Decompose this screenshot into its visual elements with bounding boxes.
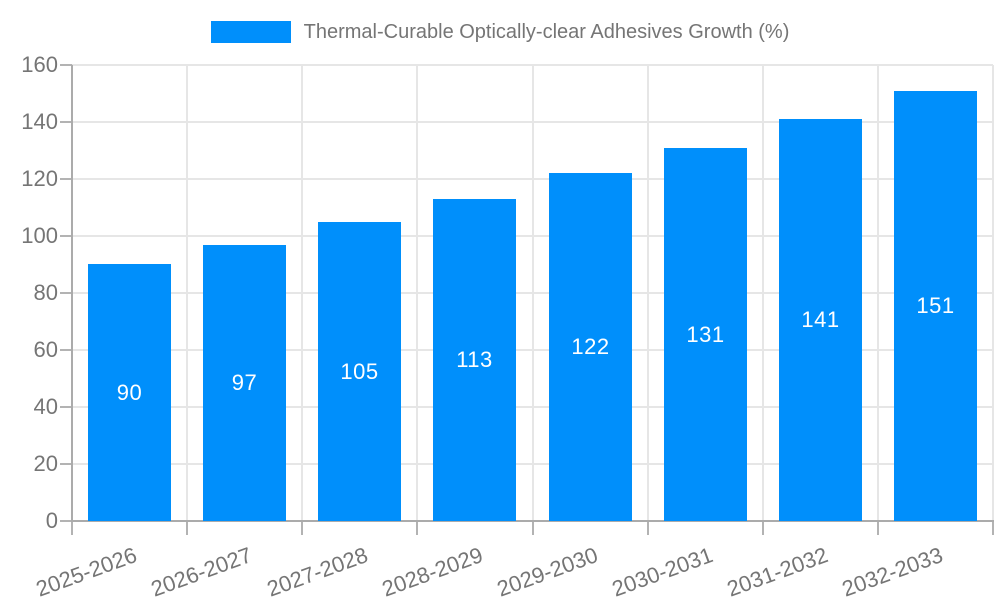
gridline-vertical bbox=[761, 65, 764, 521]
bar[interactable]: 141 bbox=[779, 119, 862, 521]
bar[interactable]: 105 bbox=[318, 222, 401, 521]
y-axis-label: 40 bbox=[33, 394, 58, 419]
x-axis-label: 2032-2033 bbox=[838, 542, 947, 600]
x-tick bbox=[761, 521, 764, 535]
gridline-vertical bbox=[876, 65, 879, 521]
x-axis-label: 2027-2028 bbox=[263, 542, 371, 600]
x-axis-line bbox=[71, 520, 994, 522]
y-axis-label: 100 bbox=[21, 223, 58, 248]
y-tick bbox=[60, 64, 72, 66]
bar-value-label: 113 bbox=[456, 347, 493, 372]
bar-value-label: 105 bbox=[340, 358, 379, 384]
x-tick bbox=[71, 521, 73, 535]
y-axis-label: 0 bbox=[45, 508, 58, 533]
legend[interactable]: Thermal-Curable Optically-clear Adhesive… bbox=[0, 19, 1000, 45]
x-axis-label: 2025-2026 bbox=[33, 542, 141, 600]
gridline-vertical bbox=[646, 65, 649, 521]
y-axis-label: 120 bbox=[21, 166, 58, 191]
bar[interactable]: 122 bbox=[549, 173, 632, 521]
y-axis-label: 140 bbox=[21, 109, 58, 134]
y-tick bbox=[60, 235, 72, 237]
gridline-vertical bbox=[301, 65, 304, 521]
y-tick bbox=[60, 520, 72, 522]
x-tick bbox=[876, 521, 879, 535]
x-axis-label: 2030-2031 bbox=[608, 542, 717, 600]
bar[interactable]: 113 bbox=[433, 199, 516, 521]
y-tick bbox=[60, 406, 72, 408]
legend-swatch bbox=[210, 21, 291, 43]
gridline-vertical bbox=[992, 65, 994, 521]
bar-value-label: 131 bbox=[686, 321, 725, 347]
x-axis-label: 2028-2029 bbox=[378, 542, 486, 600]
bar-value-label: 97 bbox=[231, 370, 258, 395]
x-axis-label: 2029-2030 bbox=[493, 542, 601, 600]
x-tick bbox=[646, 521, 649, 535]
gridline-vertical bbox=[416, 65, 419, 521]
x-tick bbox=[992, 521, 994, 535]
y-axis-label: 20 bbox=[33, 451, 58, 476]
gridline-vertical bbox=[531, 65, 534, 521]
y-axis-label: 160 bbox=[21, 52, 58, 77]
y-tick bbox=[60, 292, 72, 294]
bar[interactable]: 131 bbox=[664, 148, 747, 521]
x-tick bbox=[301, 521, 304, 535]
x-axis-label: 2031-2032 bbox=[723, 542, 832, 600]
bar[interactable]: 97 bbox=[203, 245, 286, 521]
y-tick bbox=[60, 463, 72, 465]
bar[interactable]: 90 bbox=[88, 264, 171, 521]
y-tick bbox=[60, 121, 72, 123]
y-axis-label: 60 bbox=[33, 337, 58, 362]
y-tick bbox=[60, 349, 72, 351]
y-tick bbox=[60, 178, 72, 180]
x-axis-label: 2026-2027 bbox=[148, 542, 256, 600]
bar-value-label: 90 bbox=[116, 379, 143, 405]
bar-value-label: 122 bbox=[571, 334, 610, 359]
x-tick bbox=[416, 521, 419, 535]
bar-value-label: 151 bbox=[916, 293, 955, 318]
legend-label: Thermal-Curable Optically-clear Adhesive… bbox=[303, 20, 790, 43]
y-axis-label: 80 bbox=[33, 280, 58, 305]
bar[interactable]: 151 bbox=[894, 91, 977, 521]
gridline-vertical bbox=[186, 65, 189, 521]
x-tick bbox=[531, 521, 534, 535]
bar-value-label: 141 bbox=[801, 307, 840, 332]
y-axis-line bbox=[71, 65, 73, 521]
x-tick bbox=[186, 521, 189, 535]
